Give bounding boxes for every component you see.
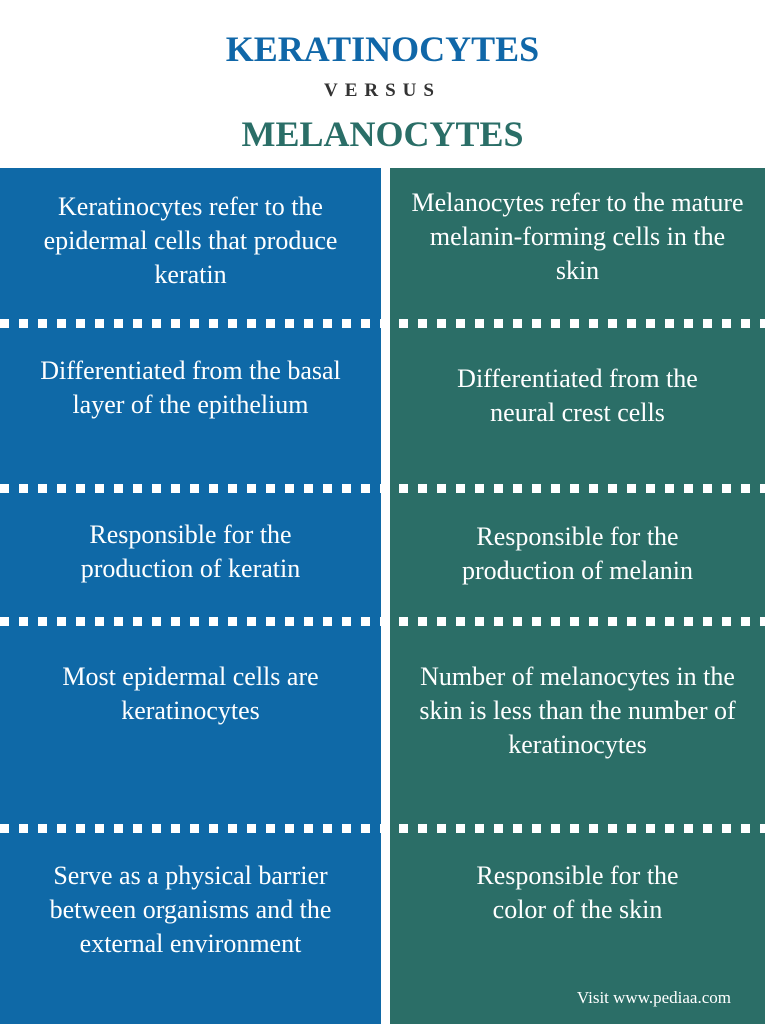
melanocytes-function: Responsible for the production of melani… [461, 522, 694, 585]
keratinocytes-abundance: Most epidermal cells are keratinocytes [62, 662, 319, 725]
keratinocytes-origin: Differentiated from the basal layer of t… [40, 356, 341, 419]
keratinocytes-function: Responsible for the production of kerati… [80, 520, 301, 583]
melanocytes-abundance: Number of melanocytes in the skin is les… [419, 662, 736, 759]
keratinocytes-role: Serve as a physical barrier between orga… [49, 861, 332, 958]
versus-label: VERSUS [324, 80, 441, 101]
row-divider [0, 617, 765, 626]
melanocytes-column: Melanocytes refer to the mature melanin-… [390, 168, 765, 1024]
row-divider [0, 484, 765, 493]
row-divider [0, 319, 765, 328]
row-divider [0, 824, 765, 833]
melanocytes-definition: Melanocytes refer to the mature melanin-… [411, 188, 744, 285]
keratinocytes-definition: Keratinocytes refer to the epidermal cel… [43, 192, 338, 289]
melanocytes-origin: Differentiated from the neural crest cel… [457, 364, 698, 427]
keratinocytes-column: Keratinocytes refer to the epidermal cel… [0, 168, 381, 1024]
title-keratinocytes: KERATINOCYTES [225, 29, 540, 69]
melanocytes-role: Responsible for the color of the skin [476, 861, 679, 924]
credit-text: Visit www.pediaa.com [576, 988, 731, 1007]
title-melanocytes: MELANOCYTES [241, 114, 524, 154]
